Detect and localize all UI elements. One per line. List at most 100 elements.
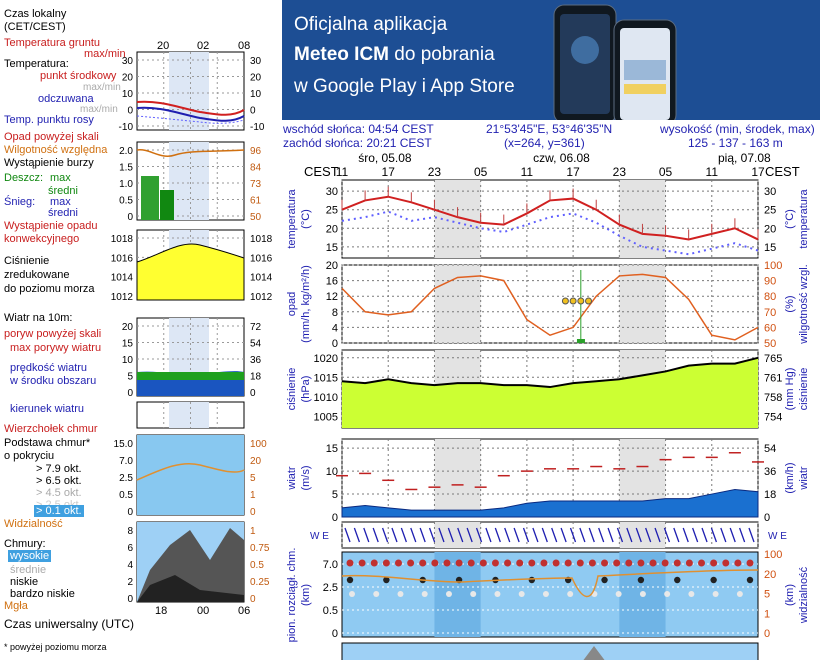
hum-axis-label: wilgotność wzgl.	[798, 264, 810, 344]
legend-tick-right: 1018	[250, 234, 273, 245]
legend-tick-right: 30	[250, 56, 262, 67]
legend-rain-bar	[141, 176, 159, 220]
legend-tick-left: 0.5	[119, 196, 133, 207]
legend-utc-06: 06	[238, 605, 251, 617]
cloud-top-marker	[346, 559, 354, 567]
wind-axis-label: wiatr	[286, 466, 298, 491]
legend-conv-precip-2: konwekcyjnego	[4, 233, 80, 245]
app-banner[interactable]: Oficjalna aplikacja Meteo ICM do pobrani…	[282, 0, 820, 120]
cloudbase-tick-left: 0.5	[323, 605, 338, 617]
legend-tick-right: 20	[250, 73, 262, 84]
wind-axis-unit: (m/s)	[300, 465, 312, 490]
cloud-top-marker	[528, 559, 536, 567]
legend-tick-right: 20	[250, 456, 262, 467]
legend-pressure-3: do poziomu morza	[4, 283, 95, 295]
legend-tick-right: -10	[250, 122, 265, 133]
cloud-top-marker	[576, 559, 584, 567]
cloud-base-light-marker	[567, 591, 574, 597]
cloudbase-axis-unit: (km)	[300, 584, 312, 606]
legend-dew-point: Temp. punktu rosy	[4, 114, 94, 126]
night-band	[619, 522, 666, 548]
wind-arrow	[710, 527, 718, 543]
wind-arrow	[438, 527, 445, 543]
cloud-top-marker	[613, 559, 621, 567]
cloud-top-marker	[673, 559, 681, 567]
legend-tick-right: 0.25	[250, 577, 270, 588]
temp-axis-label-right: temperatura	[798, 188, 810, 248]
wind-axis-unit-right: (km/h)	[784, 462, 796, 493]
legend-visibility-line	[136, 462, 245, 481]
cloudbase-tick-left: 2.5	[323, 582, 338, 594]
hum-tick-right: 60	[764, 322, 776, 334]
legend-cl-mid: średnie	[10, 564, 47, 576]
legend-clouds: Chmury:	[4, 538, 46, 550]
banner-line2: Meteo ICM do pobrania	[294, 44, 495, 66]
cloud-base-light-marker	[639, 591, 646, 597]
legend-temperature: Temperatura:	[4, 58, 69, 70]
prec-tick-left: 16	[326, 276, 338, 288]
legend-tick-left: 1.5	[119, 163, 133, 174]
legend-cloudbase-bg	[137, 435, 244, 515]
cloud-top-marker	[358, 559, 366, 567]
wind-tick-left: 15	[326, 443, 338, 455]
hour-label: 11	[336, 165, 349, 179]
pres-axis-unit: (hPa)	[300, 376, 312, 403]
prec-tick-left: 0	[332, 338, 338, 350]
legend-tick-right: 50	[250, 212, 262, 223]
hour-label: 23	[613, 165, 627, 179]
wind-arrow	[457, 527, 464, 543]
legend-cloud-base-2: o pokryciu	[4, 450, 55, 462]
temp-tick-left: 15	[326, 242, 338, 254]
hour-label: 17	[566, 165, 580, 179]
legend-cl-high: wysokie	[8, 550, 52, 562]
legend-tick-left: 4	[127, 560, 133, 571]
wind-dir-panel	[341, 521, 759, 549]
wind-arrow	[419, 527, 426, 543]
wind-arrow	[626, 527, 633, 543]
legend-mid-maxmin: max/min	[83, 82, 121, 93]
legend-tick-right: 96	[250, 146, 262, 157]
compass-left: W E	[310, 531, 329, 542]
legend-local-time-zone: (CET/CEST)	[4, 21, 66, 33]
cloud-top-marker	[552, 559, 560, 567]
legend-rain-max: max	[50, 172, 71, 184]
wind-arrow	[701, 527, 708, 543]
legend-tick-right: 0	[250, 594, 256, 605]
cloud-base-light-marker	[373, 591, 380, 597]
prec-axis-label: opad	[286, 292, 298, 316]
legend-snow: Śnieg:	[4, 196, 36, 208]
day-label: pią, 07.08	[718, 151, 771, 165]
wind-arrow	[541, 527, 548, 543]
pres-tick-right: 761	[764, 372, 782, 384]
wind-arrow	[598, 527, 605, 543]
wind-arrow	[692, 527, 699, 543]
temp-tick-right: 30	[764, 186, 776, 198]
legend-night-band	[169, 402, 209, 428]
legend-tick-left: 1018	[111, 234, 134, 245]
legend-tick-left: 1016	[111, 253, 134, 264]
temp-tick-right: 25	[764, 205, 776, 217]
legend-wind-avg-1: prędkość wiatru	[10, 362, 88, 374]
legend-tick-right: 1	[250, 490, 256, 501]
legend-visibility: Widzialność	[4, 518, 63, 530]
visibility-axis-label: widzialność	[798, 566, 810, 624]
visibility-tick-right: 5	[764, 589, 770, 601]
day-label: śro, 05.08	[358, 151, 412, 165]
cloud-top-marker	[698, 559, 706, 567]
visibility-axis-unit: (km)	[784, 584, 796, 606]
wind-arrow	[616, 527, 624, 543]
sunset-text: zachód słońca: 20:21 CEST	[283, 136, 432, 150]
cloud-base-light-marker	[421, 591, 428, 597]
wind-arrow	[663, 527, 671, 543]
legend-tick-left: 2.0	[119, 146, 133, 157]
wind-axis-label-right: wiatr	[798, 466, 810, 491]
wind-arrow	[428, 527, 436, 543]
pres-tick-left: 1005	[314, 411, 338, 423]
hum-tick-right: 80	[764, 291, 776, 303]
day-label: czw, 06.08	[533, 151, 590, 165]
storm-marker	[577, 297, 585, 305]
pres-tick-right: 754	[764, 411, 782, 423]
prec-tick-left: 4	[332, 322, 338, 334]
cloud-base-marker	[528, 576, 536, 584]
